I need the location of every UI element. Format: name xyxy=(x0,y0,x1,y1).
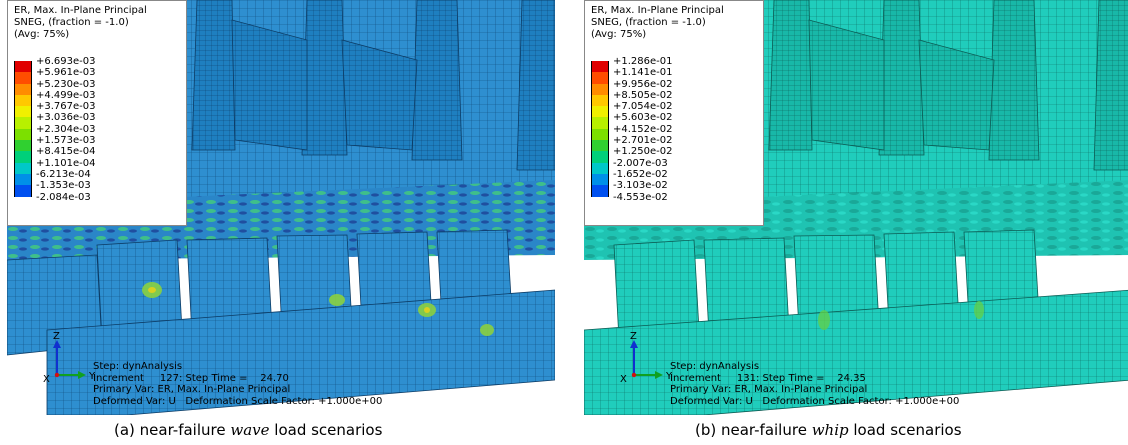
color-swatch xyxy=(591,151,609,163)
color-swatch xyxy=(14,162,32,174)
step-info-line: Primary Var: ER, Max. In-Plane Principal xyxy=(93,384,291,395)
caption-emphasis: whip xyxy=(811,421,849,439)
legend-value: +1.573e-03 xyxy=(36,135,96,147)
color-swatch xyxy=(591,61,609,73)
legend-value: -1.353e-03 xyxy=(36,180,91,192)
legend-value: +8.415e-04 xyxy=(36,146,96,158)
step-info-line: Step: dynAnalysis xyxy=(93,361,183,372)
legend-title-line: SNEG, (fraction = -1.0) xyxy=(14,17,129,28)
triad-x-label: X xyxy=(620,374,627,385)
legend-value: +3.036e-03 xyxy=(36,112,96,124)
legend-value: +7.054e-02 xyxy=(613,101,673,113)
legend-value: +1.286e-01 xyxy=(613,56,673,67)
legend-value: +5.961e-03 xyxy=(36,67,96,79)
figure-caption-a: (a) near-failure wave load scenarios xyxy=(114,421,382,439)
legend-value: -3.103e-02 xyxy=(613,180,668,192)
legend-value: +4.499e-03 xyxy=(36,89,96,101)
color-swatch xyxy=(14,128,32,141)
axis-triad-icon: Z Y X xyxy=(43,331,96,385)
step-info-line: Primary Var: ER, Max. In-Plane Principal xyxy=(670,384,868,395)
legend-title-line: (Avg: 75%) xyxy=(591,29,647,40)
color-swatch xyxy=(591,140,609,152)
legend-value: +4.152e-02 xyxy=(613,123,673,135)
color-swatch xyxy=(591,162,609,174)
color-swatch xyxy=(591,117,609,129)
color-swatch xyxy=(591,94,609,107)
step-info-line: Deformed Var: U Deformation Scale Factor… xyxy=(93,395,383,407)
fea-panel-wave: ER, Max. In-Plane Principal SNEG, (fract… xyxy=(7,0,555,415)
legend-title-line: (Avg: 75%) xyxy=(14,29,70,40)
legend-value: +5.603e-02 xyxy=(613,112,673,124)
color-swatch xyxy=(14,140,32,152)
legend-value: +3.767e-03 xyxy=(36,101,96,113)
color-swatch xyxy=(591,72,609,84)
legend-value: +2.701e-02 xyxy=(613,135,673,147)
color-swatch xyxy=(14,83,32,95)
fea-panel-whip: ER, Max. In-Plane Principal SNEG, (fract… xyxy=(584,0,1128,415)
triad-z-label: Z xyxy=(53,331,60,342)
figure-caption-b: (b) near-failure whip load scenarios xyxy=(695,421,962,439)
caption-emphasis: wave xyxy=(230,421,270,439)
color-swatch xyxy=(14,151,32,163)
legend-value: +1.141e-01 xyxy=(613,67,673,79)
legend-value: +5.230e-03 xyxy=(36,78,96,90)
legend-value: +1.250e-02 xyxy=(613,146,673,158)
color-swatch xyxy=(14,185,32,197)
axis-triad-icon: Z Y X xyxy=(620,331,673,385)
triad-x-label: X xyxy=(43,374,50,385)
color-swatch xyxy=(14,61,32,73)
legend-title-line: SNEG, (fraction = -1.0) xyxy=(591,17,706,28)
legend-title-line: ER, Max. In-Plane Principal xyxy=(591,5,724,16)
triad-z-label: Z xyxy=(630,331,637,342)
color-swatch xyxy=(591,185,609,197)
legend-value: -2.084e-03 xyxy=(36,191,91,203)
legend-value: -6.213e-04 xyxy=(36,168,91,180)
step-info: Step: dynAnalysis Increment 127: Step Ti… xyxy=(93,361,382,407)
color-swatch xyxy=(591,128,609,141)
triad-y-label: Y xyxy=(665,371,673,382)
legend-value: -2.007e-03 xyxy=(613,157,668,169)
step-info-line: Increment 127: Step Time = 24.70 xyxy=(93,372,289,384)
color-scale xyxy=(14,61,32,197)
legend-value: +2.304e-03 xyxy=(36,123,96,135)
legend-value: +1.101e-04 xyxy=(36,157,96,169)
legend-title-line: ER, Max. In-Plane Principal xyxy=(14,5,147,16)
color-swatch xyxy=(591,173,609,186)
color-swatch xyxy=(14,173,32,186)
color-swatch xyxy=(591,106,609,118)
triad-y-label: Y xyxy=(88,371,96,382)
color-swatch xyxy=(14,117,32,129)
legend-value: +9.956e-02 xyxy=(613,78,673,90)
color-swatch xyxy=(591,83,609,95)
step-info-line: Increment 131: Step Time = 24.35 xyxy=(670,372,866,384)
color-scale xyxy=(591,61,609,197)
contour-legend: ER, Max. In-Plane Principal SNEG, (fract… xyxy=(7,0,187,226)
legend-value: +8.505e-02 xyxy=(613,89,673,101)
color-swatch xyxy=(14,94,32,107)
color-swatch xyxy=(14,106,32,118)
caption-suffix: load scenarios xyxy=(848,421,962,439)
legend-value: -4.553e-02 xyxy=(613,191,668,203)
legend-value: +6.693e-03 xyxy=(36,56,96,67)
step-info: Step: dynAnalysis Increment 131: Step Ti… xyxy=(670,361,959,407)
legend-value: -1.652e-02 xyxy=(613,168,668,180)
color-swatch xyxy=(14,72,32,84)
step-info-line: Step: dynAnalysis xyxy=(670,361,760,372)
step-info-line: Deformed Var: U Deformation Scale Factor… xyxy=(670,395,960,407)
caption-prefix: (b) near-failure xyxy=(695,421,812,439)
caption-suffix: load scenarios xyxy=(269,421,383,439)
contour-legend: ER, Max. In-Plane Principal SNEG, (fract… xyxy=(584,0,764,226)
caption-prefix: (a) near-failure xyxy=(114,421,231,439)
